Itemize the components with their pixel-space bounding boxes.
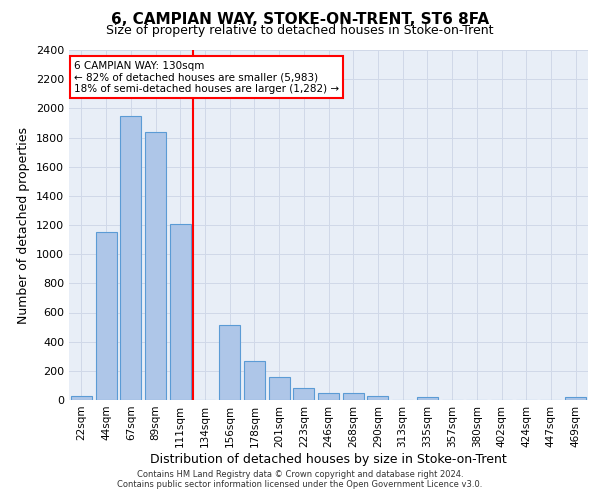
Bar — [244, 362, 265, 400]
Bar — [219, 325, 240, 400]
Text: 6 CAMPIAN WAY: 130sqm
← 82% of detached houses are smaller (5,983)
18% of semi-d: 6 CAMPIAN WAY: 130sqm ← 82% of detached … — [74, 60, 340, 94]
Bar — [170, 224, 191, 400]
Bar — [367, 396, 388, 400]
Bar — [145, 132, 166, 400]
Bar — [95, 232, 116, 400]
Bar — [343, 394, 364, 400]
Y-axis label: Number of detached properties: Number of detached properties — [17, 126, 31, 324]
Bar — [71, 396, 92, 400]
Bar — [293, 388, 314, 400]
Bar — [417, 397, 438, 400]
Bar — [565, 397, 586, 400]
Bar — [269, 378, 290, 400]
Text: Contains HM Land Registry data © Crown copyright and database right 2024.
Contai: Contains HM Land Registry data © Crown c… — [118, 470, 482, 489]
Text: Size of property relative to detached houses in Stoke-on-Trent: Size of property relative to detached ho… — [106, 24, 494, 37]
Bar — [120, 116, 141, 400]
X-axis label: Distribution of detached houses by size in Stoke-on-Trent: Distribution of detached houses by size … — [150, 452, 507, 466]
Bar — [318, 392, 339, 400]
Text: 6, CAMPIAN WAY, STOKE-ON-TRENT, ST6 8FA: 6, CAMPIAN WAY, STOKE-ON-TRENT, ST6 8FA — [111, 12, 489, 26]
